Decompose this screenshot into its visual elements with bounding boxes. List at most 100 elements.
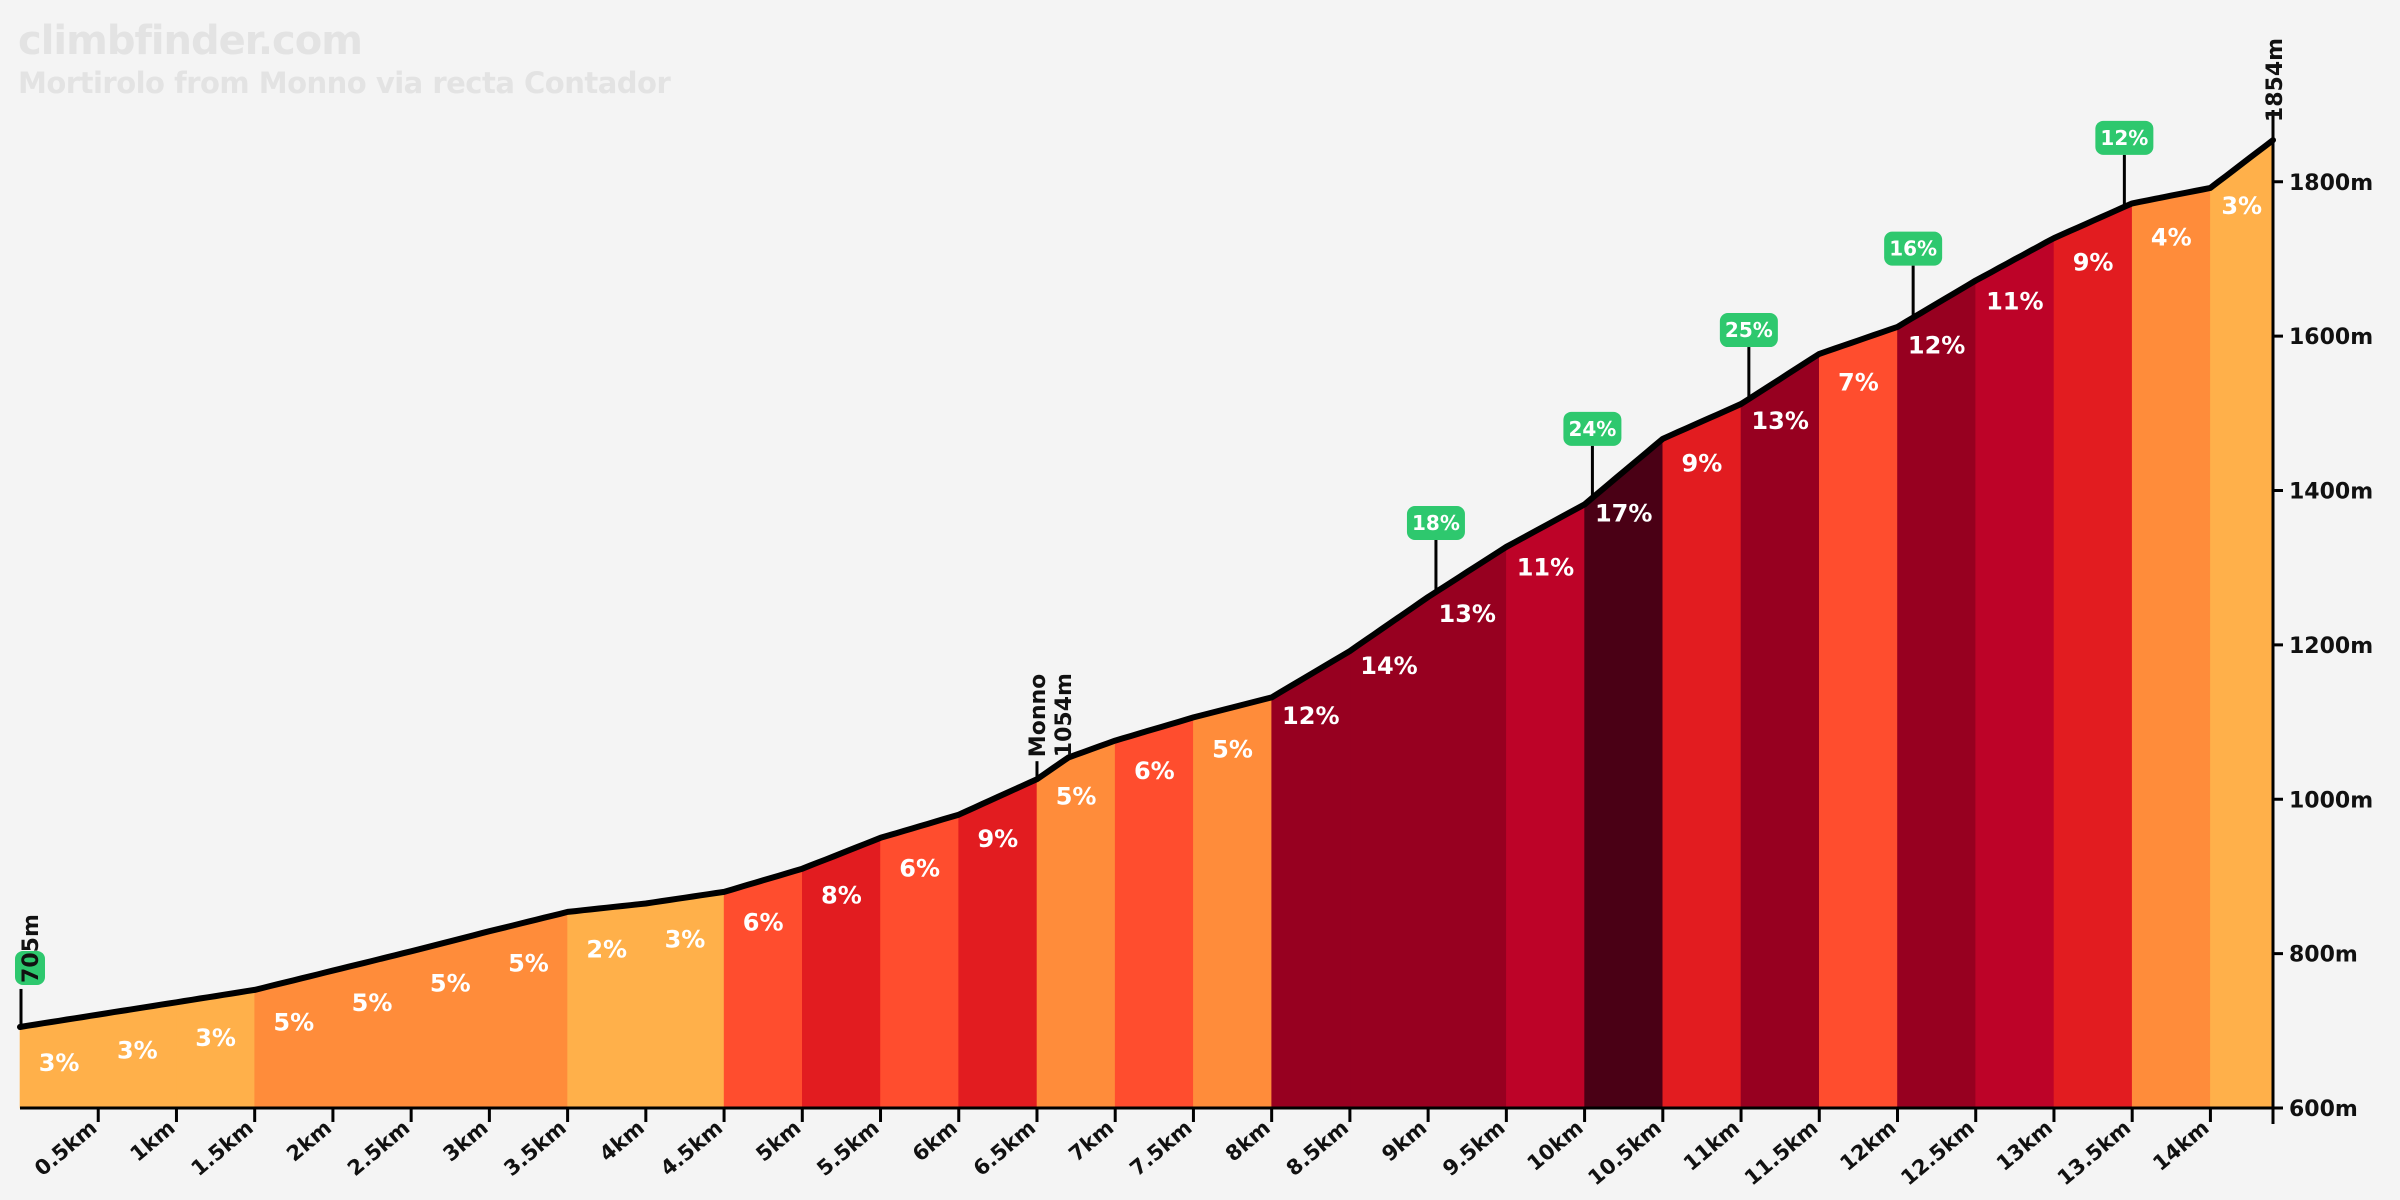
gradient-segment <box>1662 403 1742 1109</box>
x-tick-label: 4km <box>595 1115 649 1166</box>
y-tick-label: 1200m <box>2289 634 2373 659</box>
gradient-segment <box>1819 326 1898 1109</box>
x-tick-label: 3.5km <box>499 1115 570 1180</box>
x-tick-label: 11.5km <box>1740 1115 1823 1190</box>
start-elevation-label: 705m <box>19 914 44 983</box>
gradient-segment <box>1897 279 1976 1109</box>
y-tick-label: 800m <box>2289 943 2358 968</box>
x-tick-label: 13km <box>1992 1115 2057 1175</box>
gradient-segment <box>645 891 725 1109</box>
x-tick-label: 7km <box>1064 1115 1118 1166</box>
x-tick-label: 13.5km <box>2053 1115 2136 1190</box>
x-tick-label: 4.5km <box>656 1115 727 1180</box>
gradient-segment <box>2210 139 2274 1109</box>
x-tick-label: 14km <box>2148 1115 2213 1175</box>
segment-grade-label: 5% <box>352 989 393 1017</box>
segment-grade-label: 9% <box>1682 449 1723 477</box>
segment-grade-label: 11% <box>1517 554 1574 582</box>
x-tick-label: 3km <box>439 1115 493 1166</box>
gradient-segment <box>2131 187 2211 1109</box>
x-tick-label: 8km <box>1221 1115 1275 1166</box>
x-tick-label: 12.5km <box>1896 1115 1979 1190</box>
x-tick-label: 9km <box>1377 1115 1431 1166</box>
x-tick-label: 6km <box>908 1115 962 1166</box>
segment-grade-label: 9% <box>977 825 1018 853</box>
gradient-segment <box>254 970 334 1109</box>
gradient-segment <box>567 903 647 1109</box>
peak-grade-badge <box>1406 506 1465 541</box>
segment-grade-label: 9% <box>2073 249 2114 277</box>
x-tick-label: 2km <box>282 1115 336 1166</box>
peak-grade-badge <box>1719 313 1778 348</box>
x-tick-label: 0.5km <box>30 1115 101 1180</box>
peak-grade-label: 12% <box>2100 126 2148 150</box>
segment-grade-label: 5% <box>508 950 549 978</box>
gradient-segment <box>723 868 803 1109</box>
gradient-segment <box>1975 237 2055 1109</box>
monno-elevation-label: 1054m <box>1052 673 1077 757</box>
segment-grade-label: 8% <box>821 881 862 909</box>
segment-grade-label: 2% <box>586 936 627 964</box>
climb-title: Mortirolo from Monno via recta Contador <box>18 66 671 100</box>
segment-grade-label: 6% <box>1134 757 1175 785</box>
segment-grade-label: 7% <box>1838 368 1879 396</box>
monno-name-label: Monno <box>1026 674 1051 757</box>
segment-grade-label: 12% <box>1908 332 1965 360</box>
x-tick-label: 9.5km <box>1438 1115 1509 1180</box>
peak-grade-badge <box>1563 411 1622 446</box>
y-tick-label: 1400m <box>2289 480 2373 505</box>
gradient-segment <box>1506 503 1585 1109</box>
gradient-segment <box>2053 202 2133 1109</box>
segment-grade-label: 6% <box>899 854 940 882</box>
segment-grade-label: 17% <box>1595 500 1652 528</box>
gradient-segment <box>801 837 881 1109</box>
y-tick-label: 1800m <box>2289 171 2373 196</box>
y-tick-label: 1000m <box>2289 788 2373 813</box>
segment-grade-label: 5% <box>273 1008 314 1036</box>
site-name: climbfinder.com <box>18 18 363 64</box>
x-tick-label: 6.5km <box>969 1115 1040 1180</box>
brand-watermark: climbfinder.com Mortirolo from Monno via… <box>18 18 671 100</box>
gradient-segment <box>332 950 412 1109</box>
y-tick-label: 1600m <box>2289 325 2373 350</box>
peak-grade-badge <box>2095 120 2154 155</box>
segment-grade-label: 13% <box>1439 600 1496 628</box>
segment-grade-label: 14% <box>1360 652 1417 680</box>
segment-grade-label: 3% <box>195 1024 236 1052</box>
segment-grade-label: 11% <box>1986 287 2043 315</box>
segment-grade-label: 5% <box>1056 783 1097 811</box>
gradient-segment <box>1584 438 1664 1109</box>
x-tick-label: 5.5km <box>812 1115 883 1180</box>
end-elevation-label: 1854m <box>2263 38 2288 122</box>
segment-grade-label: 5% <box>430 969 471 997</box>
segment-grade-label: 12% <box>1282 702 1339 730</box>
peak-grade-label: 25% <box>1725 318 1773 342</box>
segment-grade-label: 6% <box>743 908 784 936</box>
peak-grade-label: 24% <box>1568 417 1616 441</box>
x-tick-label: 1km <box>126 1115 180 1166</box>
profile-line <box>17 137 2276 1030</box>
peak-grade-label: 16% <box>1889 237 1937 261</box>
x-tick-label: 10.5km <box>1583 1115 1666 1190</box>
x-tick-label: 12km <box>1835 1115 1900 1175</box>
x-tick-label: 2.5km <box>343 1115 414 1180</box>
x-tick-label: 10km <box>1523 1115 1588 1175</box>
x-tick-label: 8.5km <box>1282 1115 1353 1180</box>
segment-grade-label: 13% <box>1751 407 1808 435</box>
gradient-segment <box>1740 353 1820 1109</box>
x-tick-label: 11km <box>1679 1115 1744 1175</box>
gradient-segment <box>410 930 490 1109</box>
segment-grade-label: 4% <box>2151 224 2192 252</box>
x-tick-label: 7.5km <box>1125 1115 1196 1180</box>
x-tick-label: 5km <box>751 1115 805 1166</box>
gradient-segment <box>1427 546 1507 1109</box>
segment-grade-label: 3% <box>665 926 706 954</box>
segment-grade-label: 5% <box>1212 735 1253 763</box>
segment-grade-label: 3% <box>39 1049 80 1077</box>
x-tick-label: 1.5km <box>187 1115 258 1180</box>
start-marker-badge <box>15 950 45 985</box>
segment-grade-label: 3% <box>117 1036 158 1064</box>
segment-grade-label: 3% <box>2221 192 2262 220</box>
peak-grade-label: 18% <box>1412 511 1460 535</box>
